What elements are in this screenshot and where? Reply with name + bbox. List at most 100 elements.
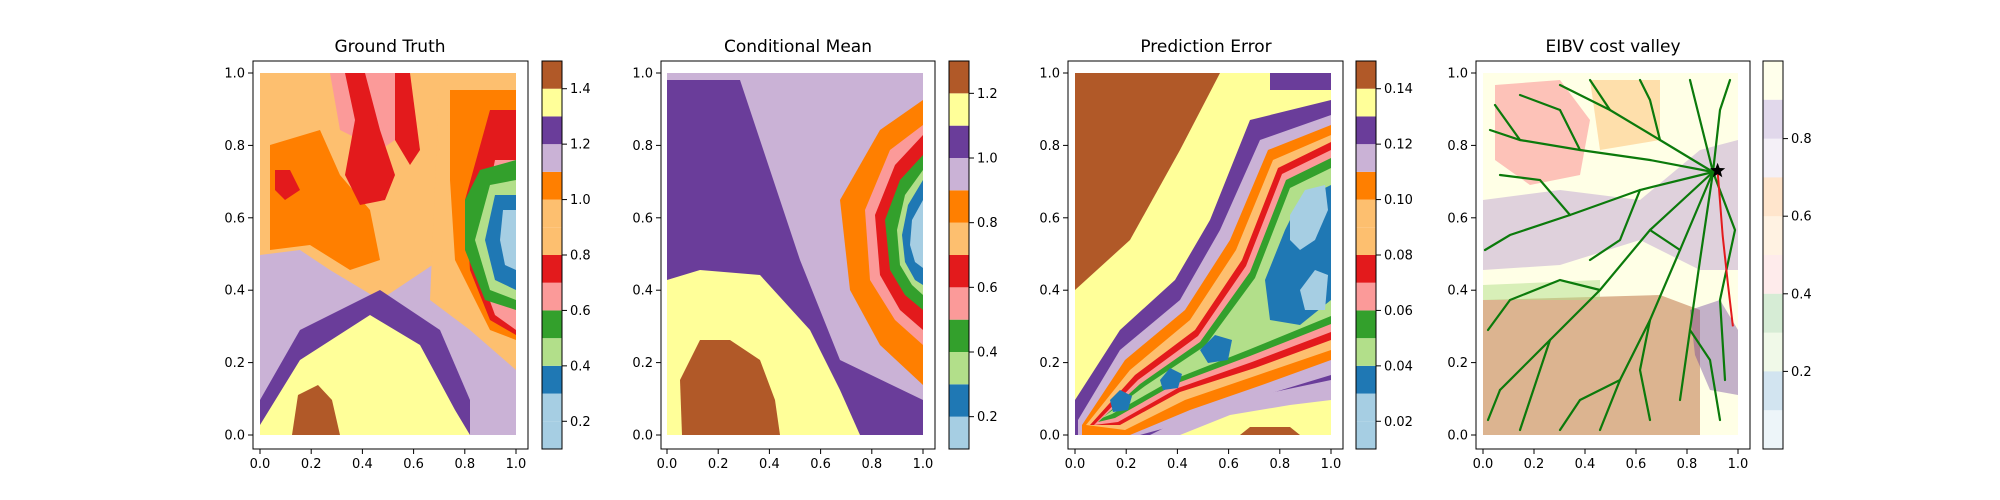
x-axis: 0.0 0.2 0.4 0.6 0.8 1.0 [250,449,527,472]
colorbar-segment [949,287,969,320]
colorbar-segment [1356,282,1376,311]
contour-band [270,130,380,270]
panel-prediction-error: Prediction Error 0.0 0.2 0.4 0.6 0.8 1.0 0 [1039,37,1413,472]
colorbar-segment [1356,116,1376,145]
colorbar-segment [1356,421,1376,449]
contour-field [667,73,923,435]
colorbar-tick-label: 0.4 [977,346,998,361]
contour-band [1290,185,1328,250]
colorbar-tick-label: 0.2 [570,415,591,430]
tree-branch [1638,78,1662,142]
y-axis: 0.0 0.2 0.4 0.6 0.8 1.0 [224,67,253,444]
tree-branch [1518,338,1552,432]
contour-band [1180,400,1331,435]
contour-band [1690,300,1738,395]
colorbar-segment [1356,144,1376,172]
colorbar-segment [542,310,562,339]
colorbar-segment [542,116,562,145]
x-tick-label: 0.0 [1065,457,1086,472]
y-tick-label: 1.0 [1447,67,1468,82]
colorbar-segment [949,125,969,158]
x-tick-label: 1.0 [1728,457,1749,472]
colorbar-tick-label: 0.10 [1384,193,1413,208]
colorbar-segment [1356,61,1376,89]
y-tick-label: 0.2 [632,356,653,371]
colorbar-tick-label: 0.02 [1384,415,1413,430]
colorbar-frame [948,60,970,450]
colorbar-segment [542,61,562,89]
chart-title: Prediction Error [1140,37,1271,57]
contour-band [1495,80,1590,185]
colorbar-segment [1356,199,1376,228]
colorbar-tick-label: 0.6 [977,281,998,296]
contour-band [1483,280,1600,300]
y-tick-label: 0.2 [1447,356,1468,371]
tree-branch [1678,170,1715,402]
colorbar-segment [1763,293,1783,333]
x-axis: 0.0 0.2 0.4 0.6 0.8 1.0 [657,449,933,472]
y-tick-label: 0.8 [224,139,245,154]
colorbar-tick-label: 0.8 [570,249,591,264]
colorbar-segment [542,255,562,283]
colorbar-segment [542,199,562,228]
x-tick-label: 0.2 [301,457,322,472]
colorbar-tick-label: 0.08 [1384,249,1413,264]
contour-band [345,73,395,205]
y-tick-label: 0.6 [1447,211,1468,226]
plot-frame [660,60,936,450]
colorbar-segment [1356,393,1376,422]
colorbar-tick-label: 0.4 [1791,287,1812,302]
colorbar-tick-label: 0.2 [1791,365,1812,380]
colorbar-segment [1763,138,1783,178]
colorbar-segment [1356,88,1376,117]
contour-band [1098,158,1331,422]
contour-band [1102,168,1331,418]
contour-field [260,73,516,435]
colorbar-tick-label: 0.04 [1384,359,1413,374]
y-tick-label: 0.4 [632,284,653,299]
x-tick-label: 0.2 [1524,457,1545,472]
y-tick-label: 0.4 [224,284,245,299]
tree-branch [1638,318,1652,422]
tree-branch [1688,328,1722,422]
colorbar-segment [1356,227,1376,255]
colorbar-tick-label: 0.8 [1791,132,1812,147]
x-tick-label: 0.2 [708,457,729,472]
x-tick-label: 1.0 [506,457,527,472]
tree-branch [1558,83,1715,174]
colorbar-segment [949,384,969,417]
colorbar-frame [1762,60,1784,450]
contour-field [1483,73,1738,435]
colorbar-segment [949,61,969,94]
colorbar-tick-label: 0.14 [1384,82,1413,97]
colorbar-tick-label: 0.2 [977,410,998,425]
x-axis: 0.0 0.2 0.4 0.6 0.8 1.0 [1473,449,1749,472]
chart-title: Conditional Mean [724,37,872,57]
tree-branch [1486,278,1602,332]
y-tick-label: 0.2 [224,356,245,371]
panel-conditional-mean: Conditional Mean 0.0 0.2 0.4 0.6 0.8 1.0 0.00… [632,37,997,472]
panel-eibv-cost-valley: EIBV cost valley [1447,37,1811,472]
rrt-tree [1483,78,1737,432]
x-tick-label: 0.4 [1167,457,1188,472]
colorbar-segment [949,93,969,126]
y-axis: 0.0 0.2 0.4 0.6 0.8 1.0 [632,67,661,444]
x-tick-label: 0.4 [1575,457,1596,472]
y-tick-label: 0.8 [1447,139,1468,154]
colorbar-segment [949,158,969,191]
colorbar: 0.2 0.4 0.6 0.8 1.0 1.2 1.4 [541,60,591,450]
colorbar-segment [1763,61,1783,100]
plot-frame [252,60,529,450]
x-tick-label: 0.8 [1677,457,1698,472]
panel-ground-truth: Ground Truth 0.0 0.2 0.4 0.6 0.8 1.0 0.00.20.… [224,37,590,472]
colorbar-segment [1356,365,1376,394]
x-axis: 0.0 0.2 0.4 0.6 0.8 1.0 [1065,449,1341,472]
colorbar-segment [949,319,969,352]
colorbar-tick-label: 0.8 [977,216,998,231]
colorbar-segment [542,171,562,200]
colorbar-segment [1356,255,1376,283]
colorbar-segment [949,190,969,223]
colorbar-tick-label: 1.4 [570,82,591,97]
x-tick-label: 0.6 [1626,457,1647,472]
x-tick-label: 0.6 [810,457,831,472]
